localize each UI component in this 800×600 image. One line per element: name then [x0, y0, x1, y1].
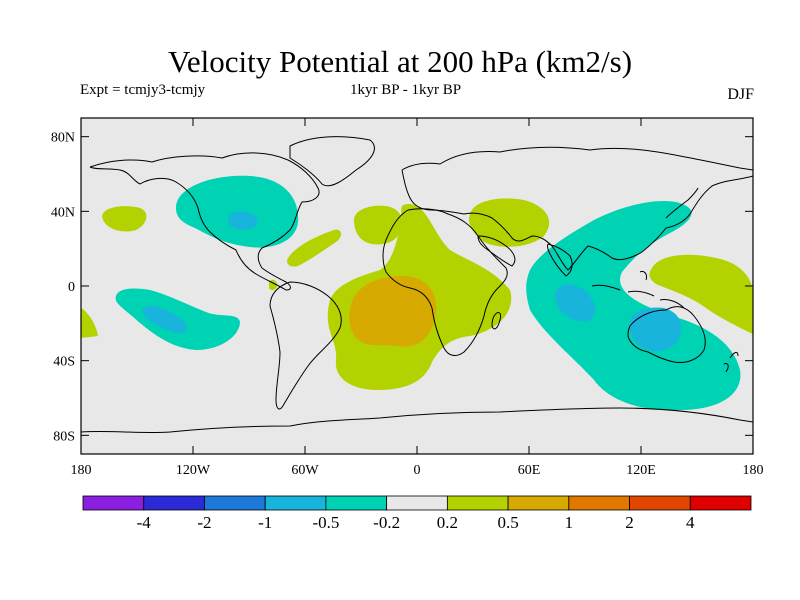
colorbar-box	[446, 495, 509, 511]
colorbar-box	[507, 495, 570, 511]
region-positive-north-pacific	[102, 206, 147, 232]
region-positive-west-atlantic	[287, 229, 342, 267]
lon-tick-label: 120E	[626, 463, 656, 478]
region-negative-indo-pacific	[526, 200, 741, 411]
colorbar-label: -2	[197, 513, 211, 532]
coastlines	[81, 136, 753, 434]
region-negative-australia-core	[629, 307, 682, 352]
colorbar-box	[689, 495, 752, 511]
coastline-north-america	[89, 152, 320, 291]
region-negative-north-america-core	[228, 211, 258, 230]
lat-tick-label: 40N	[51, 205, 75, 220]
coastline-madagascar	[491, 312, 501, 330]
lon-tick-label: 120W	[176, 463, 211, 478]
colorbar-box	[325, 495, 388, 511]
season-label: DJF	[727, 86, 754, 103]
coastline-europe-asia	[401, 146, 753, 271]
colorbar-label: -0.5	[312, 513, 339, 532]
coastline-south-america	[269, 281, 342, 410]
lon-tick-label: 60E	[518, 463, 541, 478]
coastline-japan	[665, 187, 699, 219]
colorbar: -4 -2 -1 -0.5 -0.2 0.2 0.5 1 2 4	[82, 495, 752, 532]
region-positive-central-pacific	[649, 254, 753, 334]
colorbar-box	[264, 495, 327, 511]
lon-tick-label: 0	[414, 463, 421, 478]
lat-tick-label: 0	[68, 280, 75, 295]
lon-tick-label: 180	[71, 463, 92, 478]
coastline-australia	[627, 306, 706, 363]
lon-tick-label: 60W	[291, 463, 319, 478]
colorbar-label: -4	[137, 513, 152, 532]
colorbar-box	[82, 495, 145, 511]
lat-tick-label: 40S	[53, 355, 75, 370]
colorbar-box	[143, 495, 205, 511]
colorbar-label: 4	[686, 513, 695, 532]
experiment-label: Expt = tcmjy3-tcmjy	[80, 82, 206, 98]
colorbar-box	[386, 495, 448, 511]
colorbar-box	[568, 495, 630, 511]
colorbar-label: -0.2	[373, 513, 400, 532]
region-negative-east-pacific-core	[142, 305, 187, 333]
colorbar-label: 0.2	[437, 513, 458, 532]
colorbar-label: 1	[565, 513, 574, 532]
lat-tick-label: 80N	[51, 131, 75, 146]
colorbar-box	[204, 495, 266, 511]
plot-title: Velocity Potential at 200 hPa (km2/s)	[167, 44, 633, 79]
colorbar-box	[629, 495, 691, 511]
lon-tick-label: 180	[743, 463, 764, 478]
coastline-antarctica	[81, 407, 753, 434]
region-positive-atlantic-north	[354, 205, 403, 245]
lat-tick-label: 80S	[53, 429, 75, 444]
region-negative-indian-ocean-core	[555, 284, 596, 322]
region-positive-middle-east	[468, 198, 550, 247]
region-positive-dateline-west	[81, 308, 98, 338]
coastline-india	[547, 243, 573, 277]
period-label: 1kyr BP - 1kyr BP	[350, 82, 462, 98]
coastline-arabia	[477, 235, 516, 267]
map-axes: 80N 40N 0 40S 80S 180 120W 60W 0 60E 120E 180	[51, 118, 764, 478]
coastline-greenland	[289, 136, 375, 187]
shaded-regions	[81, 175, 753, 411]
colorbar-label: 0.5	[497, 513, 518, 532]
coastline-new-zealand	[723, 351, 739, 373]
coastline-indonesia	[591, 271, 685, 309]
colorbar-label: -1	[258, 513, 272, 532]
region-positive-atlantic-africa-core	[349, 276, 437, 347]
colorbar-label: 2	[625, 513, 634, 532]
